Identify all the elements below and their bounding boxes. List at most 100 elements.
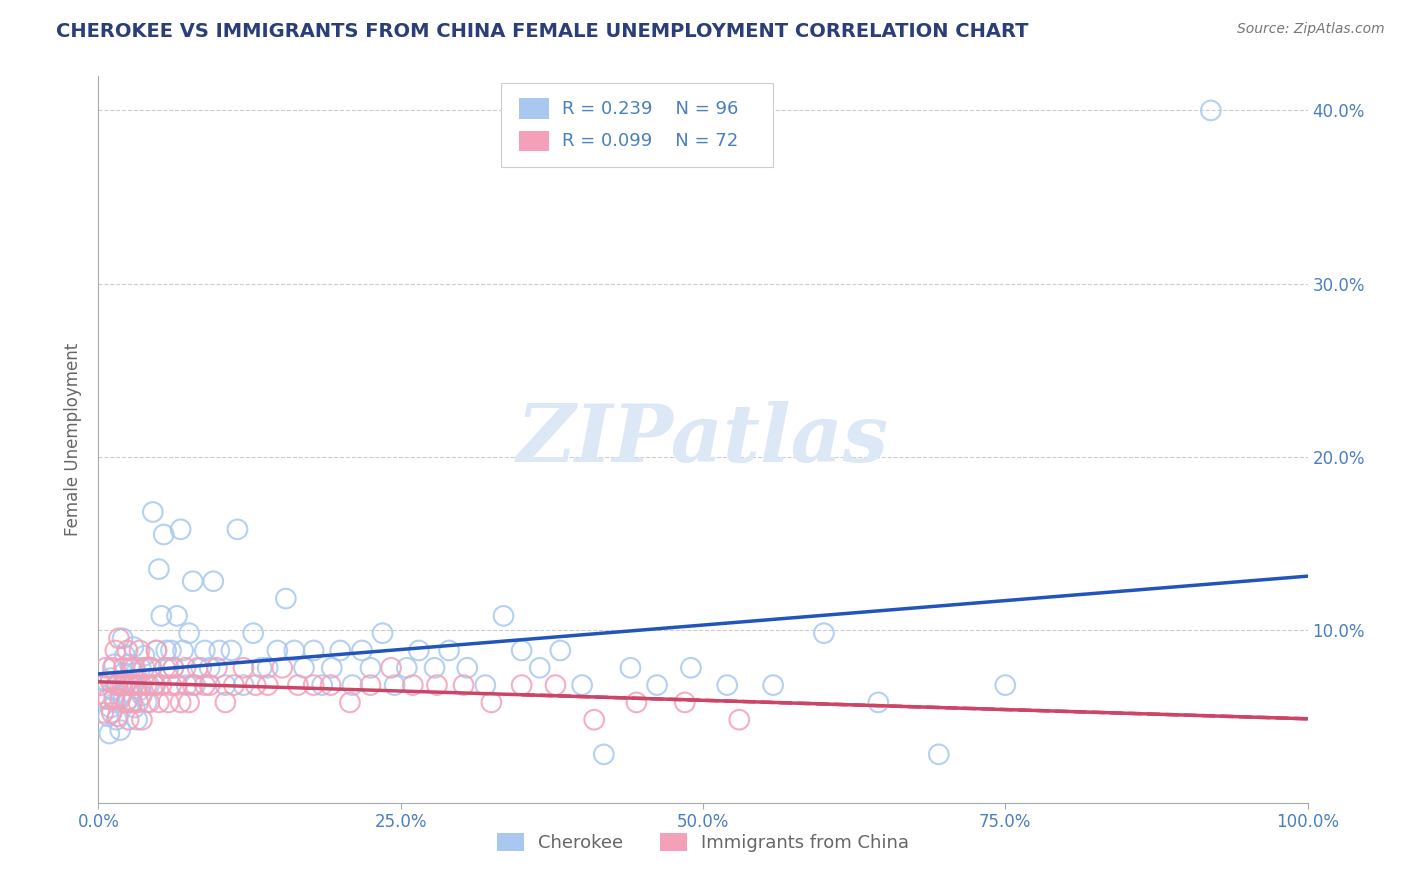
Point	[868, 695, 890, 709]
Point	[474, 678, 496, 692]
Point	[148, 562, 170, 576]
Point	[302, 643, 325, 657]
Point	[100, 674, 122, 689]
Point	[245, 678, 267, 692]
Point	[122, 678, 145, 692]
Point	[205, 661, 228, 675]
Point	[529, 661, 551, 675]
Point	[115, 695, 138, 709]
Point	[131, 713, 153, 727]
Point	[437, 643, 460, 657]
Legend: Cherokee, Immigrants from China: Cherokee, Immigrants from China	[489, 825, 917, 859]
Point	[176, 678, 198, 692]
Point	[105, 713, 128, 727]
Point	[242, 626, 264, 640]
Point	[157, 695, 180, 709]
Point	[97, 709, 120, 723]
Point	[107, 678, 129, 692]
Point	[360, 661, 382, 675]
FancyBboxPatch shape	[519, 98, 550, 119]
Point	[152, 527, 174, 541]
Point	[111, 678, 134, 692]
Point	[148, 695, 170, 709]
Point	[114, 678, 136, 692]
Point	[311, 678, 333, 692]
Text: Source: ZipAtlas.com: Source: ZipAtlas.com	[1237, 22, 1385, 37]
Point	[139, 661, 162, 675]
Point	[127, 678, 149, 692]
Point	[118, 692, 141, 706]
Point	[626, 695, 648, 709]
Point	[112, 665, 135, 680]
Point	[105, 678, 128, 692]
Point	[104, 643, 127, 657]
Point	[350, 643, 373, 657]
Point	[114, 648, 136, 663]
Point	[380, 661, 402, 675]
Point	[592, 747, 614, 762]
Text: CHEROKEE VS IMMIGRANTS FROM CHINA FEMALE UNEMPLOYMENT CORRELATION CHART: CHEROKEE VS IMMIGRANTS FROM CHINA FEMALE…	[56, 22, 1029, 41]
Point	[194, 643, 217, 657]
Point	[198, 661, 221, 675]
Point	[145, 643, 167, 657]
Point	[143, 678, 166, 692]
Point	[481, 695, 503, 709]
Point	[108, 723, 131, 737]
Point	[198, 678, 221, 692]
Point	[141, 661, 163, 675]
Point	[120, 661, 142, 675]
Point	[117, 643, 139, 657]
Point	[93, 692, 115, 706]
Y-axis label: Female Unemployment: Female Unemployment	[65, 343, 83, 536]
Point	[329, 643, 352, 657]
Point	[619, 661, 641, 675]
Point	[115, 674, 138, 689]
Point	[395, 661, 418, 675]
Point	[101, 661, 124, 675]
Point	[510, 643, 533, 657]
Point	[232, 678, 254, 692]
Point	[155, 643, 177, 657]
Point	[160, 678, 183, 692]
Point	[1199, 103, 1222, 118]
Point	[108, 632, 131, 646]
Point	[142, 505, 165, 519]
Point	[339, 695, 361, 709]
Point	[96, 674, 118, 689]
Point	[221, 643, 243, 657]
Text: ZIPatlas: ZIPatlas	[517, 401, 889, 478]
Point	[160, 643, 183, 657]
Point	[162, 661, 184, 675]
Point	[453, 678, 475, 692]
Point	[456, 661, 478, 675]
Point	[121, 678, 143, 692]
Point	[90, 678, 112, 692]
Point	[101, 683, 124, 698]
Point	[108, 692, 131, 706]
Point	[214, 678, 236, 692]
Point	[544, 678, 567, 692]
Point	[134, 648, 156, 663]
Point	[129, 661, 152, 675]
Point	[150, 608, 173, 623]
Point	[100, 671, 122, 685]
Point	[143, 678, 166, 692]
Point	[181, 574, 204, 589]
Point	[287, 678, 309, 692]
Point	[384, 678, 406, 692]
Point	[118, 678, 141, 692]
Point	[128, 683, 150, 698]
Point	[226, 522, 249, 536]
Point	[128, 643, 150, 657]
Point	[426, 678, 449, 692]
Point	[125, 665, 148, 680]
Point	[135, 695, 157, 709]
Point	[256, 661, 278, 675]
Point	[138, 695, 160, 709]
Point	[134, 661, 156, 675]
Point	[994, 678, 1017, 692]
Point	[138, 678, 160, 692]
Point	[510, 678, 533, 692]
Text: R = 0.239    N = 96: R = 0.239 N = 96	[561, 100, 738, 118]
Point	[145, 643, 167, 657]
